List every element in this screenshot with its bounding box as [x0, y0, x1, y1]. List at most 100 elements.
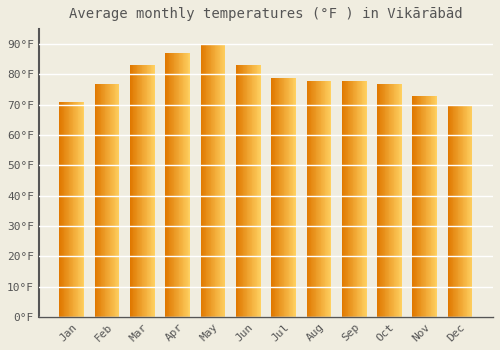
Bar [349, 80, 350, 317]
Bar [316, 80, 317, 317]
Bar [436, 96, 437, 317]
Bar [117, 84, 118, 317]
Bar [148, 65, 149, 317]
Bar [145, 65, 146, 317]
Bar [465, 105, 466, 317]
Bar [359, 80, 360, 317]
Bar [78, 102, 79, 317]
Bar [135, 65, 136, 317]
Bar [387, 84, 388, 317]
Bar [416, 96, 418, 317]
Bar [281, 77, 282, 317]
Bar [97, 84, 98, 317]
Bar [132, 65, 134, 317]
Bar [452, 105, 454, 317]
Bar [415, 96, 416, 317]
Bar [223, 44, 224, 317]
Bar [318, 80, 319, 317]
Bar [430, 96, 432, 317]
Bar [238, 65, 239, 317]
Bar [355, 80, 356, 317]
Bar [420, 96, 422, 317]
Bar [149, 65, 150, 317]
Bar [400, 84, 401, 317]
Bar [294, 77, 295, 317]
Bar [200, 44, 202, 317]
Bar [330, 80, 331, 317]
Bar [381, 84, 382, 317]
Bar [469, 105, 470, 317]
Bar [326, 80, 327, 317]
Bar [246, 65, 248, 317]
Bar [380, 84, 381, 317]
Bar [152, 65, 153, 317]
Bar [184, 53, 185, 317]
Bar [180, 53, 181, 317]
Bar [256, 65, 258, 317]
Bar [286, 77, 287, 317]
Bar [81, 102, 82, 317]
Bar [344, 80, 345, 317]
Bar [75, 102, 76, 317]
Bar [362, 80, 363, 317]
Bar [309, 80, 310, 317]
Bar [328, 80, 329, 317]
Bar [313, 80, 314, 317]
Bar [236, 65, 237, 317]
Bar [218, 44, 219, 317]
Bar [345, 80, 346, 317]
Bar [142, 65, 143, 317]
Bar [315, 80, 316, 317]
Bar [70, 102, 71, 317]
Bar [114, 84, 116, 317]
Bar [174, 53, 175, 317]
Bar [68, 102, 70, 317]
Bar [425, 96, 426, 317]
Bar [62, 102, 64, 317]
Bar [271, 77, 272, 317]
Bar [347, 80, 348, 317]
Bar [130, 65, 131, 317]
Bar [274, 77, 276, 317]
Bar [412, 96, 413, 317]
Bar [249, 65, 250, 317]
Bar [287, 77, 288, 317]
Bar [209, 44, 210, 317]
Bar [457, 105, 458, 317]
Bar [329, 80, 330, 317]
Bar [471, 105, 472, 317]
Bar [432, 96, 433, 317]
Bar [428, 96, 429, 317]
Bar [306, 80, 308, 317]
Bar [216, 44, 217, 317]
Bar [139, 65, 140, 317]
Bar [242, 65, 244, 317]
Title: Average monthly temperatures (°F ) in Vikārābād: Average monthly temperatures (°F ) in Vi… [69, 7, 462, 21]
Bar [361, 80, 362, 317]
Bar [320, 80, 322, 317]
Bar [346, 80, 347, 317]
Bar [118, 84, 120, 317]
Bar [96, 84, 97, 317]
Bar [284, 77, 285, 317]
Bar [459, 105, 460, 317]
Bar [76, 102, 78, 317]
Bar [245, 65, 246, 317]
Bar [429, 96, 430, 317]
Bar [143, 65, 144, 317]
Bar [360, 80, 361, 317]
Bar [456, 105, 457, 317]
Bar [108, 84, 110, 317]
Bar [217, 44, 218, 317]
Bar [424, 96, 425, 317]
Bar [170, 53, 171, 317]
Bar [203, 44, 204, 317]
Bar [250, 65, 251, 317]
Bar [138, 65, 139, 317]
Bar [426, 96, 427, 317]
Bar [458, 105, 459, 317]
Bar [351, 80, 352, 317]
Bar [94, 84, 96, 317]
Bar [455, 105, 456, 317]
Bar [470, 105, 471, 317]
